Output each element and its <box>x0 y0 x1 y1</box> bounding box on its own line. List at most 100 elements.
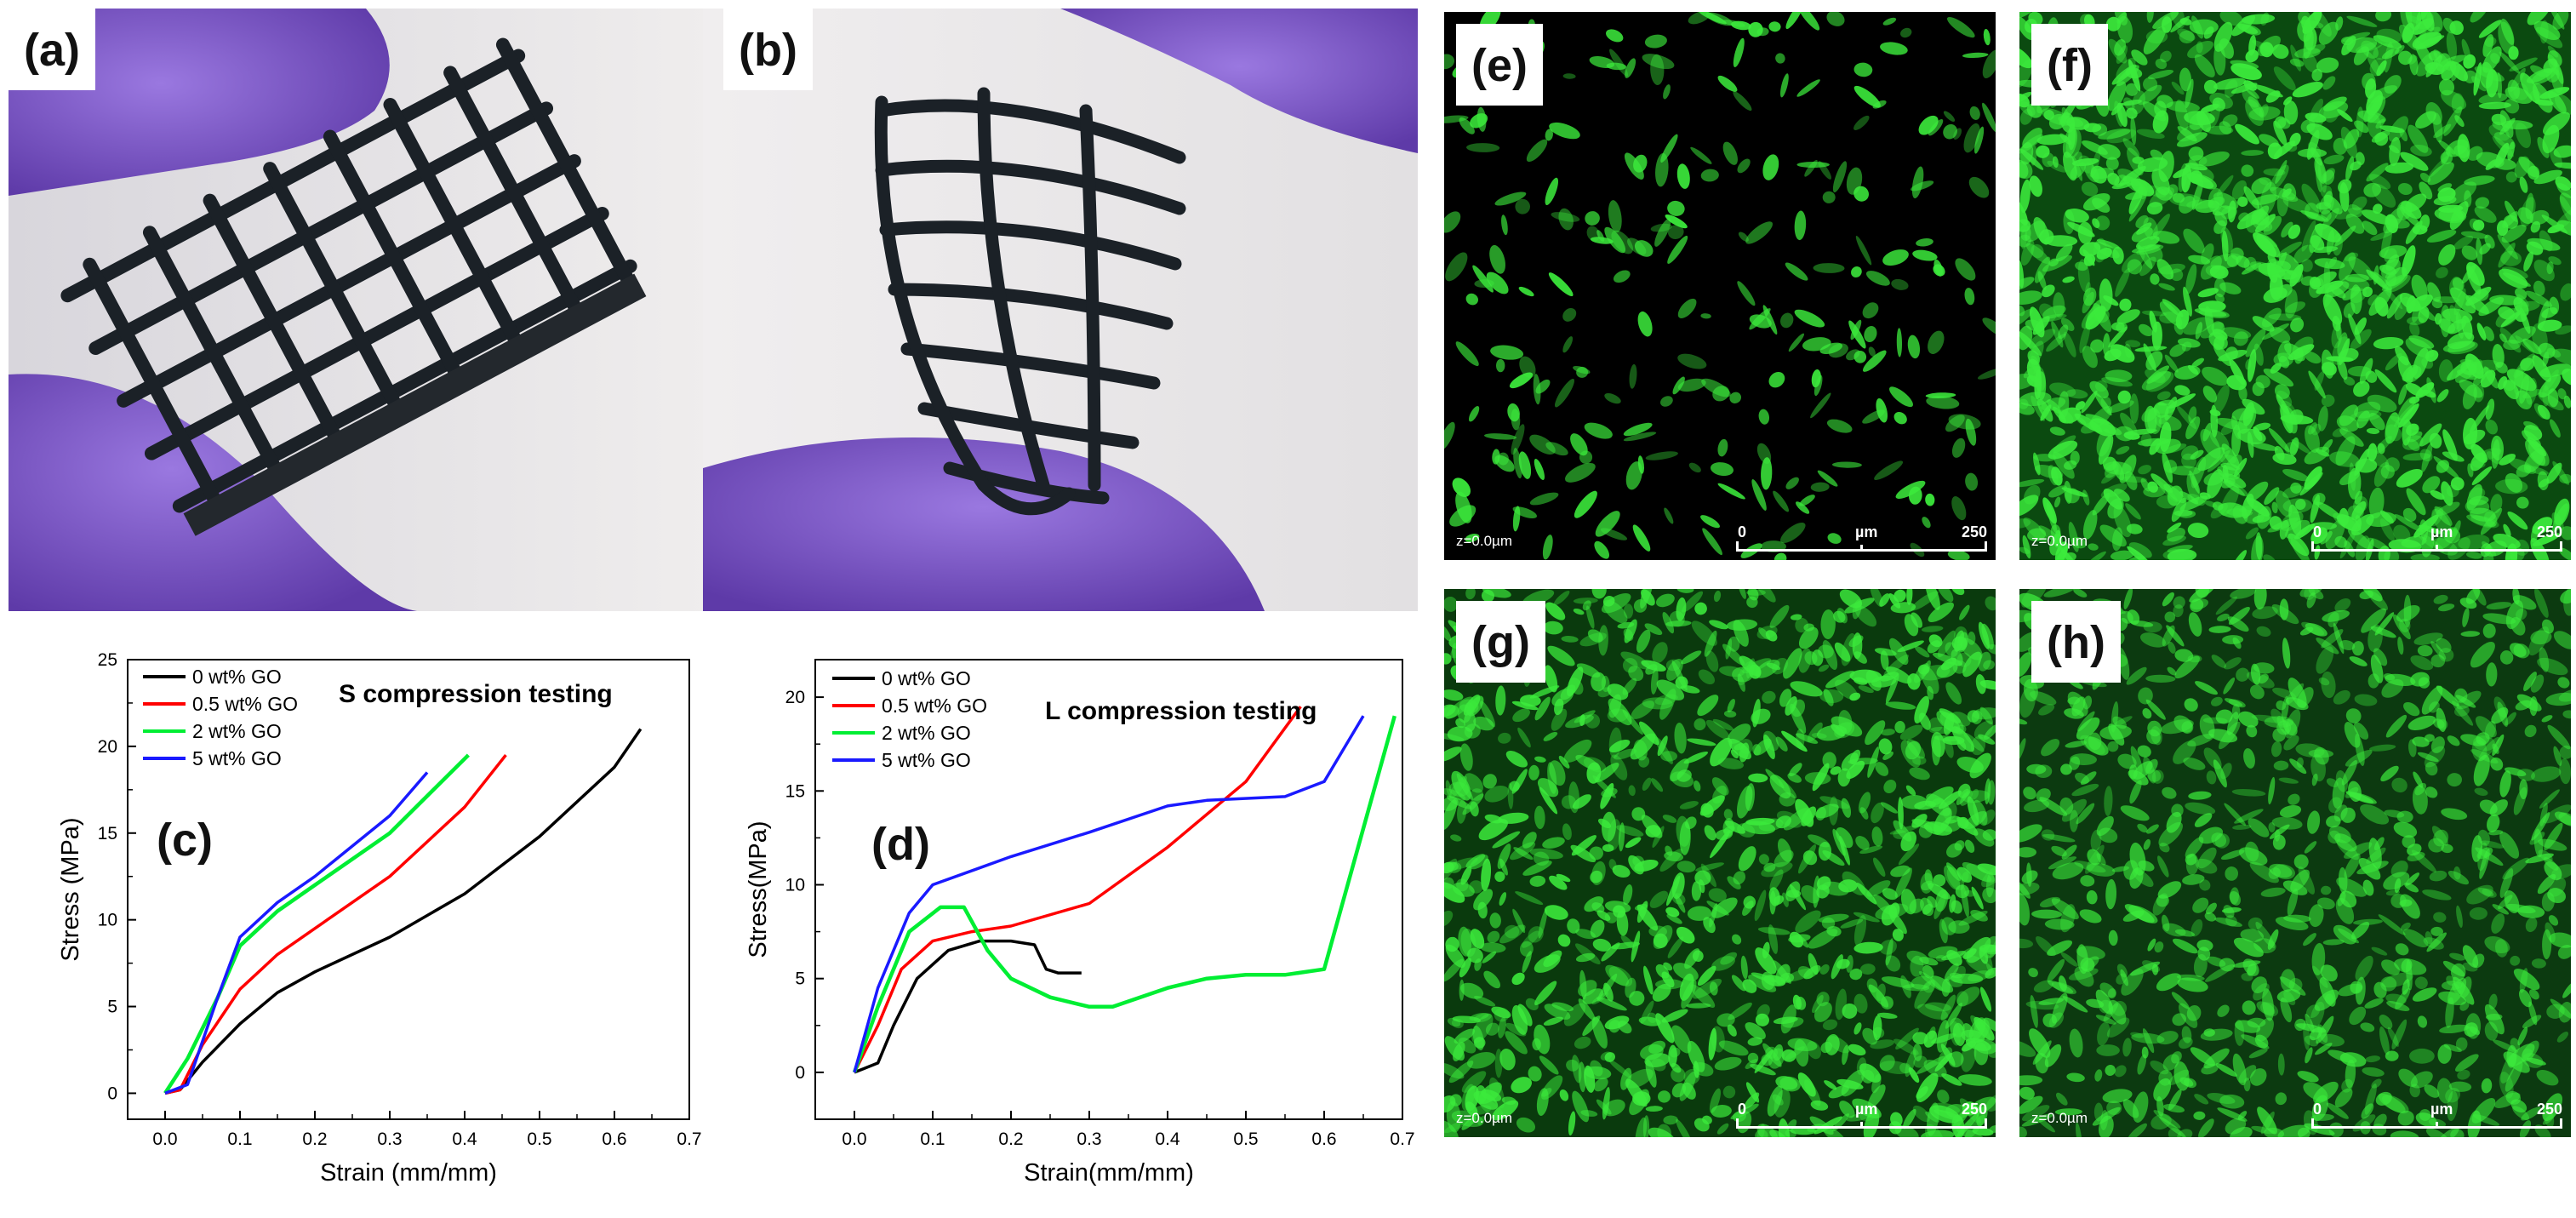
cell <box>2173 938 2198 954</box>
cell <box>2559 192 2571 217</box>
cell <box>1882 249 1909 266</box>
cell <box>2527 165 2540 180</box>
cell <box>2065 741 2088 748</box>
cell <box>1961 872 1969 883</box>
cell <box>2343 302 2356 318</box>
cell <box>2455 695 2476 708</box>
cell <box>1700 169 1719 182</box>
cell <box>2021 1105 2050 1122</box>
cell <box>2185 837 2204 859</box>
cell <box>1899 724 1923 741</box>
cell <box>1494 192 1527 206</box>
cell <box>2553 746 2562 767</box>
cell <box>1888 638 1909 666</box>
cell <box>2503 1051 2530 1073</box>
cell <box>1676 861 1696 873</box>
cell <box>1697 965 1716 986</box>
cell <box>1947 550 1970 560</box>
cell-cluster <box>2019 12 2571 560</box>
cell <box>2462 608 2470 627</box>
cell <box>1473 889 1494 911</box>
cell <box>2100 396 2111 409</box>
cell <box>2172 1013 2186 1026</box>
cell <box>2400 152 2429 171</box>
cell <box>2197 946 2211 961</box>
cell <box>2065 389 2088 399</box>
cell <box>1645 1059 1657 1088</box>
cell <box>1667 200 1685 216</box>
cell <box>2060 763 2072 775</box>
cell <box>1830 766 1842 775</box>
cell <box>2179 495 2208 512</box>
panel-label-a: (a) <box>9 9 95 90</box>
cell <box>1785 262 1808 281</box>
cell <box>2505 600 2524 630</box>
cell <box>1951 726 1975 752</box>
cell <box>1558 208 1574 231</box>
cell <box>2460 631 2481 638</box>
cell <box>2019 290 2042 306</box>
cell <box>2498 21 2515 54</box>
cell <box>2470 443 2487 463</box>
cell <box>2112 527 2123 552</box>
cell <box>2143 838 2151 850</box>
cell <box>2129 393 2139 424</box>
cell <box>1687 1040 1705 1072</box>
cell <box>2519 779 2528 800</box>
cell <box>2323 194 2343 214</box>
cell <box>1749 308 1771 330</box>
cell <box>1819 689 1844 704</box>
cell <box>1622 657 1638 673</box>
cell <box>2159 1116 2186 1137</box>
cell <box>1840 918 1864 929</box>
cell <box>1872 857 1886 878</box>
cell <box>2466 884 2493 905</box>
cell <box>2138 465 2151 475</box>
cell <box>1846 954 1853 973</box>
cell <box>2183 286 2192 317</box>
cell <box>1846 1112 1872 1122</box>
cell <box>2497 376 2508 390</box>
cell <box>1956 991 1969 1007</box>
cell <box>2410 655 2434 671</box>
cell <box>1655 593 1675 608</box>
cell <box>2310 147 2323 166</box>
cell <box>2197 847 2217 869</box>
cell <box>2333 137 2348 155</box>
cell <box>1548 272 1574 297</box>
cell <box>2104 786 2113 816</box>
x-tick-label: 0.1 <box>227 1129 252 1149</box>
cell <box>2394 878 2402 894</box>
cell <box>2019 59 2034 88</box>
cell <box>2321 671 2336 699</box>
panel-f-micrograph: (f) z=0.0µm 0 µm 250 <box>2019 12 2571 560</box>
cell <box>2471 466 2493 486</box>
cell <box>2275 1092 2288 1106</box>
cell <box>1815 806 1826 821</box>
cell <box>1711 897 1738 918</box>
cell <box>2425 350 2439 362</box>
cell <box>1665 906 1680 918</box>
cell <box>1661 1009 1688 1023</box>
x-tick-label: 0.6 <box>1311 1129 1336 1149</box>
cell <box>1564 462 1596 483</box>
cell <box>1982 102 1996 133</box>
cell <box>2019 1039 2036 1057</box>
cell <box>1542 535 1553 560</box>
cell <box>2562 981 2571 998</box>
cell <box>2019 142 2034 165</box>
cell <box>2380 465 2395 479</box>
cell <box>2342 286 2361 301</box>
cell <box>2426 932 2447 952</box>
cell <box>2353 918 2383 925</box>
cell <box>1817 470 1838 487</box>
cell <box>2301 183 2322 213</box>
cell <box>2178 510 2196 518</box>
cell <box>2410 553 2440 560</box>
cell <box>2468 487 2486 500</box>
cell <box>1804 159 1818 177</box>
cell <box>2379 510 2394 523</box>
cell <box>1534 805 1545 829</box>
cell <box>2019 1075 2043 1086</box>
cell <box>1594 540 1610 559</box>
